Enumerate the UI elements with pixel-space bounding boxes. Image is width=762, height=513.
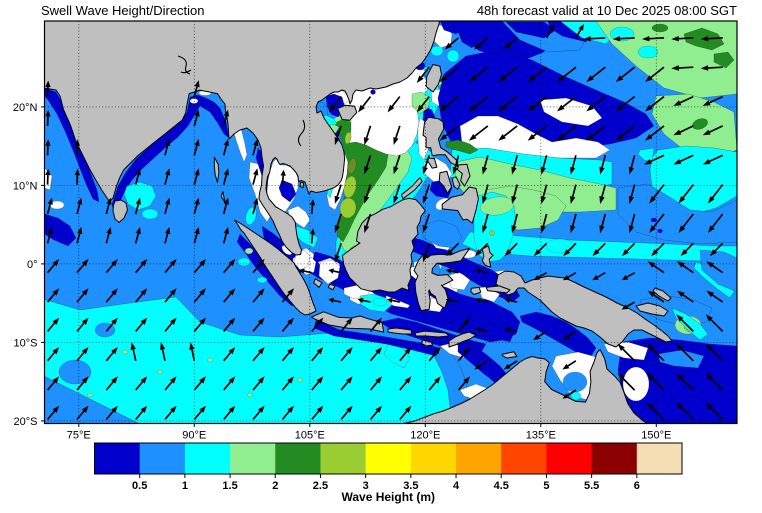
svg-text:150°E: 150°E [641, 430, 671, 442]
svg-text:120°E: 120°E [410, 430, 440, 442]
svg-text:0.5: 0.5 [132, 480, 147, 492]
svg-text:Swell Wave Height/Direction: Swell Wave Height/Direction [41, 3, 205, 18]
svg-text:6: 6 [634, 480, 640, 492]
svg-text:105°E: 105°E [295, 430, 325, 442]
svg-text:0°: 0° [27, 259, 38, 271]
svg-text:20°N: 20°N [13, 102, 38, 114]
svg-text:4: 4 [453, 480, 460, 492]
svg-text:20°S: 20°S [14, 416, 38, 428]
svg-text:2.5: 2.5 [313, 480, 328, 492]
svg-text:48h forecast valid at 10 Dec 2: 48h forecast valid at 10 Dec 2025 08:00 … [477, 3, 737, 18]
svg-text:75°E: 75°E [67, 430, 91, 442]
svg-text:2: 2 [272, 480, 278, 492]
svg-text:10°N: 10°N [13, 180, 38, 192]
svg-text:5: 5 [543, 480, 549, 492]
svg-text:5.5: 5.5 [584, 480, 599, 492]
svg-text:Wave Height (m): Wave Height (m) [341, 490, 435, 504]
svg-text:4.5: 4.5 [494, 480, 509, 492]
svg-text:135°E: 135°E [526, 430, 556, 442]
svg-text:10°S: 10°S [14, 337, 38, 349]
svg-text:90°E: 90°E [182, 430, 206, 442]
svg-text:1: 1 [182, 480, 188, 492]
svg-text:1.5: 1.5 [222, 480, 237, 492]
